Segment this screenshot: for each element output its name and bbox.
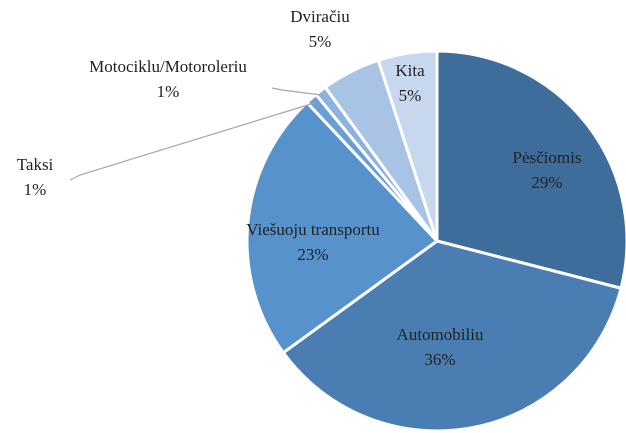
slice-label: Motociklu/Motoroleriu	[89, 57, 247, 76]
slice-value-label: 29%	[531, 173, 562, 192]
leader-line	[69, 102, 316, 181]
slice-label: Automobiliu	[397, 325, 484, 344]
slice-label: Viešuoju transportu	[246, 220, 380, 239]
slice-label: Pėsčiomis	[513, 148, 582, 167]
pie-slice	[435, 49, 626, 291]
slice-value-label: 36%	[424, 350, 455, 369]
slice-value-label: 23%	[297, 245, 328, 264]
slice-value-label: 5%	[399, 86, 422, 105]
pie-slice	[245, 100, 440, 355]
slice-value-label: 1%	[157, 82, 180, 101]
slice-value-label: 1%	[24, 180, 47, 199]
leader-line	[271, 87, 325, 96]
slice-label: Kita	[395, 61, 425, 80]
slice-value-label: 5%	[309, 32, 332, 51]
pie-slice	[376, 49, 439, 242]
slice-label: Taksi	[17, 155, 54, 174]
pie-slice	[281, 239, 623, 433]
slice-label: Dviračiu	[290, 7, 350, 26]
